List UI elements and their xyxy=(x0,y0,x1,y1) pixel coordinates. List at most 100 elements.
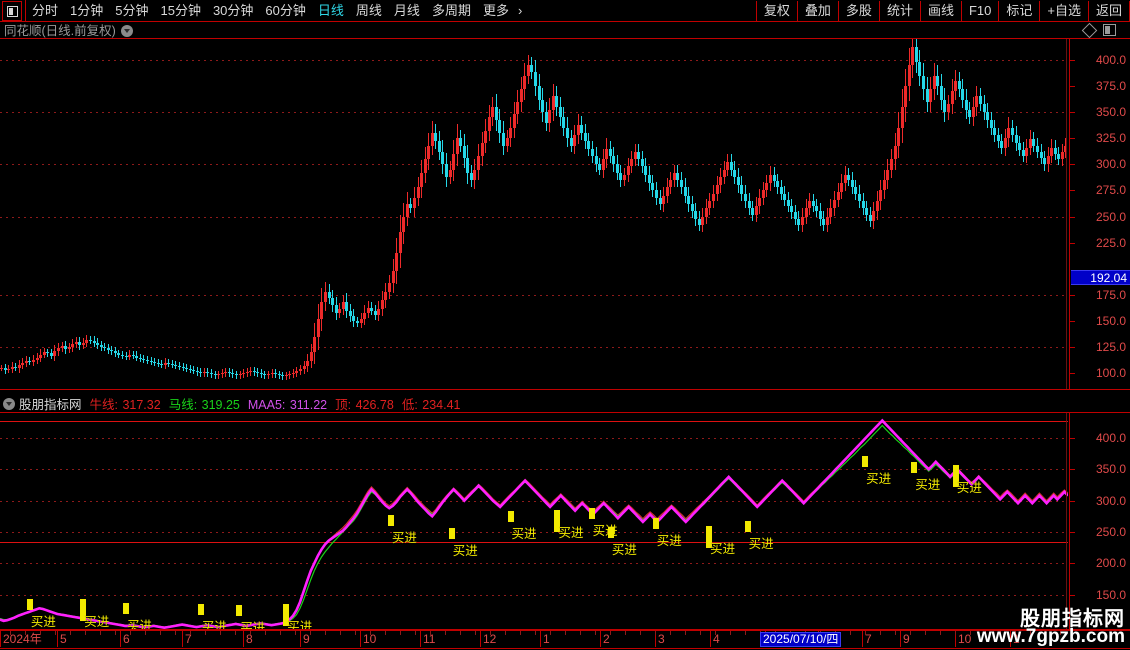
period-6[interactable]: 日线 xyxy=(317,3,344,18)
toolbar-divider xyxy=(25,0,26,22)
candle-body xyxy=(360,319,363,324)
candle-body xyxy=(420,172,423,188)
price-axis-tickmark-1 xyxy=(1070,86,1075,87)
candle-body xyxy=(171,363,174,365)
toolbar-button-5[interactable]: F10 xyxy=(960,1,998,21)
toolbar-button-3[interactable]: 统计 xyxy=(878,1,920,21)
candle-body xyxy=(331,298,334,306)
panel-icon[interactable] xyxy=(1103,24,1116,36)
candle-body xyxy=(53,351,56,356)
buy-marker-box xyxy=(507,511,514,523)
crosshair-vertical xyxy=(1066,39,1067,389)
candle-body xyxy=(530,65,533,73)
date-axis-label-4: 8 xyxy=(246,632,253,646)
period-10[interactable]: 更多 xyxy=(482,3,509,18)
toolbar-button-4[interactable]: 画线 xyxy=(919,1,961,21)
period-9[interactable]: 多周期 xyxy=(431,3,471,18)
chevron-down-circle-icon[interactable] xyxy=(121,25,133,37)
buy-signal-label: 买进 xyxy=(592,524,618,539)
date-axis-minor-tick xyxy=(40,631,41,635)
buy-marker-box xyxy=(236,605,243,617)
indicator-axis: 400.0 350.0 300.0 250.0 200.0 150.0 xyxy=(1069,412,1130,630)
price-axis-tick-4: 300.0 xyxy=(1095,157,1126,172)
buy-signal-label: 买进 xyxy=(558,526,584,541)
period-0[interactable]: 分时 xyxy=(32,3,59,18)
period-4[interactable]: 30分钟 xyxy=(212,3,254,18)
price-axis-tickmark-6 xyxy=(1070,216,1075,218)
date-axis-label-0: 2024年 xyxy=(3,632,42,646)
date-axis[interactable]: 2024年56789101112123456791012025/07/10/四 xyxy=(0,630,1130,650)
candle-body xyxy=(844,174,847,184)
period-2[interactable]: 5分钟 xyxy=(115,3,149,18)
indicator-axis-tickmark-0 xyxy=(1070,438,1075,440)
toolbar-button-6[interactable]: 标记 xyxy=(998,1,1039,21)
candle-body xyxy=(470,172,473,181)
candle-body xyxy=(1054,147,1057,154)
candle-body xyxy=(1057,153,1060,160)
candle-body xyxy=(71,344,74,348)
candle-body xyxy=(947,103,950,113)
candle-body xyxy=(694,211,697,219)
candle-body xyxy=(936,75,939,86)
candle-body xyxy=(733,169,736,177)
candle-body xyxy=(869,214,872,221)
toolbar-button-7[interactable]: +自选 xyxy=(1039,1,1088,21)
candle-body xyxy=(278,374,281,376)
diamond-icon[interactable] xyxy=(1081,22,1098,38)
candle-body xyxy=(655,190,658,198)
candle-body xyxy=(189,369,192,371)
candle-body xyxy=(805,208,808,217)
layout-panel-icon[interactable] xyxy=(2,1,22,21)
price-axis-tickmark-2 xyxy=(1070,112,1075,114)
period-7[interactable]: 周线 xyxy=(355,3,382,18)
candle-body xyxy=(570,138,573,146)
date-axis-minor-tick xyxy=(490,631,491,635)
period-5[interactable]: 60分钟 xyxy=(265,3,306,18)
date-axis-minor-tick xyxy=(595,631,596,635)
candle-body xyxy=(157,362,160,364)
date-axis-minor-tick xyxy=(670,631,671,635)
candle-body xyxy=(851,180,854,188)
period-3[interactable]: 15分钟 xyxy=(160,3,201,18)
chevron-right-icon[interactable]: › xyxy=(517,3,523,18)
candle-body xyxy=(541,99,544,113)
candle-body xyxy=(790,206,793,213)
date-axis-separator-9 xyxy=(540,631,541,647)
toolbar-button-0[interactable]: 复权 xyxy=(755,1,797,21)
candle-body xyxy=(235,374,238,376)
candle-body xyxy=(595,156,598,165)
date-axis-minor-tick xyxy=(640,631,641,635)
date-axis-label-7: 11 xyxy=(423,632,436,646)
date-axis-minor-tick xyxy=(55,631,56,635)
date-axis-minor-tick xyxy=(280,631,281,635)
candle-body xyxy=(958,80,961,90)
candle-body xyxy=(324,291,327,303)
candle-body xyxy=(773,174,776,182)
buy-signal-label: 买进 xyxy=(748,537,774,552)
period-8[interactable]: 月线 xyxy=(393,3,420,18)
period-1[interactable]: 1分钟 xyxy=(70,3,104,18)
candle-body xyxy=(4,368,7,371)
toolbar-bottom-divider xyxy=(0,21,1130,22)
price-plot-area[interactable] xyxy=(0,39,1068,389)
candle-body xyxy=(940,86,943,100)
candle-body xyxy=(481,143,484,156)
price-axis-tick-1: 375.0 xyxy=(1095,79,1126,93)
candle-body xyxy=(751,208,754,215)
candle-body xyxy=(979,96,982,104)
date-axis-minor-tick xyxy=(715,631,716,635)
candle-body xyxy=(345,302,348,311)
chevron-down-circle-icon[interactable] xyxy=(3,398,15,410)
candle-body xyxy=(602,159,605,170)
toolbar-button-2[interactable]: 多股 xyxy=(837,1,879,21)
candle-body xyxy=(787,199,790,207)
candle-body xyxy=(392,270,395,284)
candle-body xyxy=(762,190,765,198)
indicator-plot-area[interactable]: 买进 买进 买进 买进 买进 买进 买进 买进 买进 买进 买进 买进 买进 买进 买进 买进 买进 买进 xyxy=(0,413,1068,629)
date-axis-minor-tick xyxy=(520,631,521,635)
candle-body xyxy=(253,371,256,373)
toolbar-button-8[interactable]: 返回 xyxy=(1087,1,1130,21)
toolbar-button-1[interactable]: 叠加 xyxy=(796,1,838,21)
candle-body xyxy=(744,193,747,201)
